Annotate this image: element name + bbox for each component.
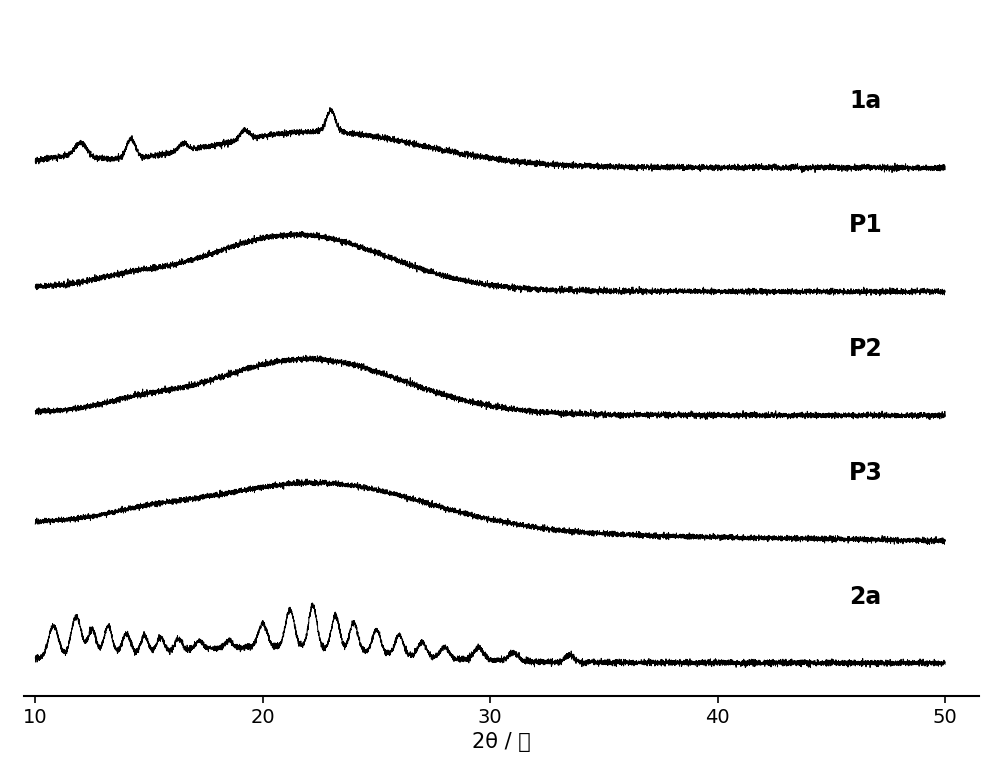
Text: 1a: 1a [849,90,882,114]
Text: P2: P2 [849,337,882,361]
Text: P3: P3 [849,461,882,485]
X-axis label: 2θ / 度: 2θ / 度 [472,732,531,752]
Text: P1: P1 [849,213,882,237]
Text: 2a: 2a [849,584,882,608]
